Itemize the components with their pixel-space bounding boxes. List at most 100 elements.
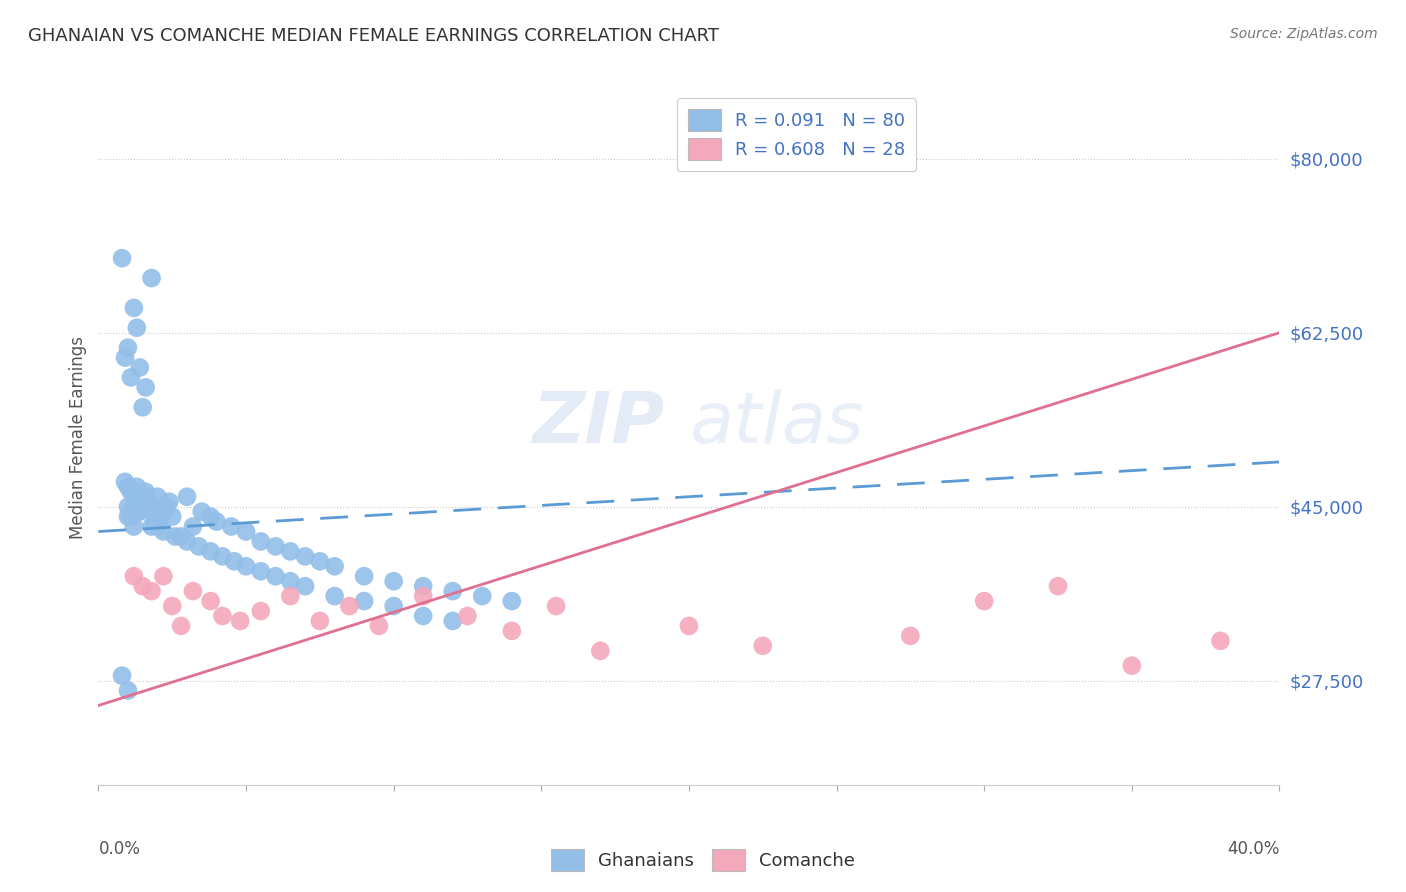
Point	[170, 619, 193, 633]
Point	[235, 524, 257, 539]
Point	[141, 519, 163, 533]
Point	[181, 584, 204, 599]
Point	[120, 370, 142, 384]
Point	[382, 599, 405, 613]
Point	[264, 569, 287, 583]
Point	[200, 509, 222, 524]
Point	[250, 564, 273, 578]
Point	[191, 505, 214, 519]
Point	[337, 599, 360, 613]
Point	[117, 509, 139, 524]
Point	[278, 589, 302, 603]
Point	[973, 594, 995, 608]
Point	[200, 594, 222, 608]
Point	[111, 251, 134, 265]
Point	[501, 624, 523, 638]
Point	[125, 500, 148, 514]
Point	[128, 360, 150, 375]
Point	[309, 554, 332, 568]
Point	[111, 668, 134, 682]
Point	[278, 544, 302, 558]
Point	[135, 484, 157, 499]
Point	[117, 480, 139, 494]
Legend: Ghanaians, Comanche: Ghanaians, Comanche	[544, 842, 862, 879]
Point	[235, 559, 257, 574]
Point	[323, 559, 346, 574]
Text: 40.0%: 40.0%	[1227, 839, 1279, 857]
Point	[412, 609, 434, 624]
Point	[412, 589, 434, 603]
Point	[157, 494, 180, 508]
Point	[900, 629, 922, 643]
Point	[382, 574, 405, 589]
Point	[120, 509, 142, 524]
Y-axis label: Median Female Earnings: Median Female Earnings	[69, 335, 87, 539]
Point	[162, 509, 183, 524]
Point	[309, 614, 332, 628]
Point	[219, 519, 242, 533]
Text: atlas: atlas	[689, 389, 863, 458]
Point	[122, 519, 145, 533]
Point	[250, 534, 273, 549]
Point	[471, 589, 494, 603]
Point	[170, 529, 193, 543]
Point	[117, 500, 139, 514]
Point	[200, 544, 222, 558]
Point	[122, 569, 145, 583]
Point	[1209, 633, 1232, 648]
Point	[122, 301, 145, 315]
Point	[165, 529, 187, 543]
Point	[162, 599, 183, 613]
Point	[141, 505, 163, 519]
Point	[132, 579, 155, 593]
Point	[323, 589, 346, 603]
Point	[114, 351, 136, 365]
Point	[122, 484, 145, 499]
Point	[441, 614, 464, 628]
Point	[138, 494, 160, 508]
Legend: R = 0.091   N = 80, R = 0.608   N = 28: R = 0.091 N = 80, R = 0.608 N = 28	[678, 98, 917, 171]
Point	[224, 554, 246, 568]
Point	[278, 574, 302, 589]
Point	[143, 515, 166, 529]
Point	[122, 500, 145, 514]
Point	[294, 549, 316, 564]
Point	[146, 519, 169, 533]
Point	[353, 594, 375, 608]
Point	[229, 614, 252, 628]
Point	[211, 609, 233, 624]
Point	[589, 644, 612, 658]
Point	[176, 490, 198, 504]
Point	[181, 519, 204, 533]
Point	[353, 569, 375, 583]
Point	[250, 604, 273, 618]
Point	[176, 534, 198, 549]
Point	[441, 584, 464, 599]
Point	[368, 619, 391, 633]
Point	[544, 599, 567, 613]
Point	[135, 490, 157, 504]
Point	[135, 380, 157, 394]
Point	[132, 490, 155, 504]
Point	[187, 540, 209, 554]
Point	[125, 480, 148, 494]
Text: Source: ZipAtlas.com: Source: ZipAtlas.com	[1230, 27, 1378, 41]
Point	[1121, 658, 1143, 673]
Text: ZIP: ZIP	[533, 389, 665, 458]
Point	[149, 509, 172, 524]
Point	[211, 549, 233, 564]
Point	[1046, 579, 1069, 593]
Point	[132, 490, 155, 504]
Point	[152, 500, 174, 514]
Point	[120, 484, 142, 499]
Point	[152, 569, 174, 583]
Point	[825, 152, 848, 166]
Text: 0.0%: 0.0%	[98, 839, 141, 857]
Point	[125, 320, 148, 334]
Point	[412, 579, 434, 593]
Point	[117, 341, 139, 355]
Point	[128, 494, 150, 508]
Point	[141, 584, 163, 599]
Point	[152, 524, 174, 539]
Point	[501, 594, 523, 608]
